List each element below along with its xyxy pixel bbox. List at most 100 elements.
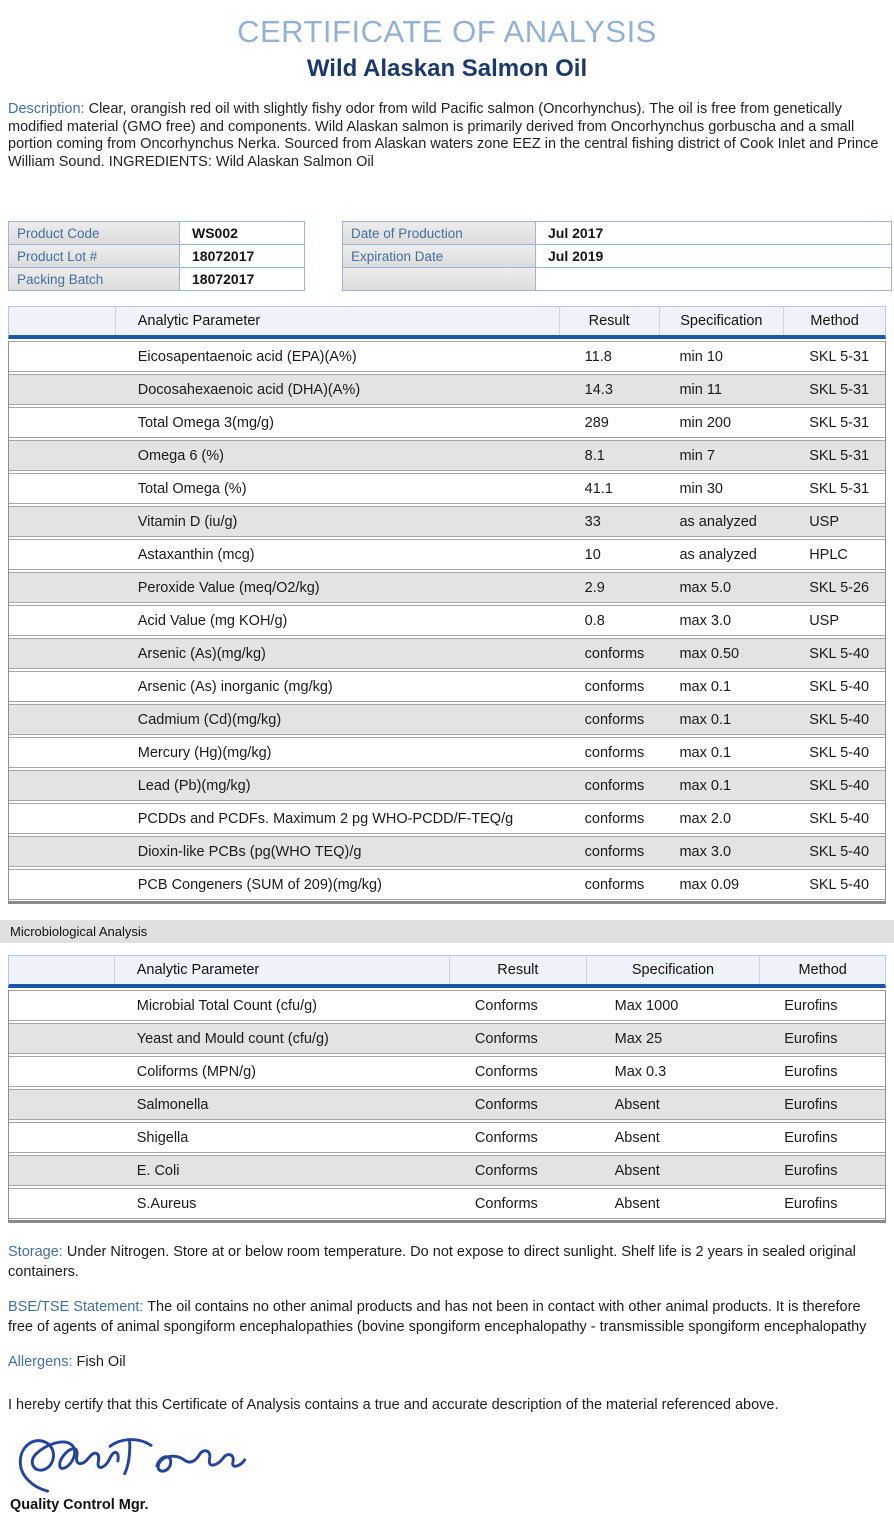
table-cell: SKL 5-40 <box>809 744 870 761</box>
header-result: Result <box>450 956 587 984</box>
table-cell: max 0.1 <box>679 711 732 728</box>
table-cell: SKL 5-31 <box>809 348 870 365</box>
certification-statement: I hereby certify that this Certificate o… <box>8 1396 779 1413</box>
micro-table-body: Microbial Total Count (cfu/g) Conforms Max… <box>8 990 886 1223</box>
table-cell: SKL 5-40 <box>809 678 870 695</box>
table-cell: Max 1000 <box>614 997 679 1014</box>
table-cell: Conforms <box>474 1063 538 1080</box>
table-cell: max 0.50 <box>679 645 740 662</box>
header-method: Method <box>798 962 847 978</box>
product-lot-value: 18072017 <box>180 245 304 267</box>
table-cell: max 0.1 <box>679 777 732 794</box>
table-cell: conforms <box>584 744 645 761</box>
table-cell: USP <box>809 513 840 530</box>
product-info-section: Product Code WS002 Product Lot # 1807201… <box>8 221 894 291</box>
table-cell: conforms <box>584 678 645 695</box>
header-spacer-cell <box>9 956 115 984</box>
table-row: Dioxin-like PCBs (pg(WHO TEQ)/g conforms m… <box>9 836 885 867</box>
product-info-table-right: Date of Production Jul 2017 Expiration D… <box>342 221 892 291</box>
table-cell: min 7 <box>679 447 715 464</box>
description-text: Clear, orangish red oil with slightly fi… <box>8 101 879 170</box>
description-label: Description: <box>8 101 85 117</box>
table-row: Eicosapentaenoic acid (EPA)(A%) 11.8 min 1… <box>9 341 885 372</box>
table-row: Omega 6 (%) 8.1 min 7 SKL 5-31 <box>9 440 885 471</box>
table-cell: Arsenic (As) inorganic (mg/kg) <box>137 678 333 695</box>
table-cell: Acid Value (mg KOH/g) <box>137 612 288 629</box>
table-row: Arsenic (As) inorganic (mg/kg) conforms ma… <box>9 671 885 702</box>
table-cell: Eurofins <box>784 1030 838 1047</box>
table-cell: Max 0.3 <box>614 1063 667 1080</box>
table-cell: Peroxide Value (meq/O2/kg) <box>137 579 320 596</box>
table-cell: USP <box>809 612 840 629</box>
table-row: Docosahexaenoic acid (DHA)(A%) 14.3 min 11… <box>9 374 885 405</box>
product-lot-label: Product Lot # <box>9 245 180 267</box>
table-cell: 41.1 <box>584 480 613 497</box>
page-title: CERTIFICATE OF ANALYSIS <box>237 14 657 49</box>
bse-tse-label: BSE/TSE Statement: <box>8 1299 144 1315</box>
table-cell: Eurofins <box>784 1096 838 1113</box>
table-cell: SKL 5-26 <box>809 579 870 596</box>
table-row: Peroxide Value (meq/O2/kg) 2.9 max 5.0 SKL … <box>9 572 885 603</box>
table-row: Vitamin D (iu/g) 33 as analyzed USP <box>9 506 885 537</box>
table-cell: conforms <box>584 645 645 662</box>
table-cell: 289 <box>584 414 609 431</box>
table-cell: HPLC <box>809 546 848 563</box>
signature-block <box>14 1417 894 1497</box>
storage-text: Under Nitrogen. Store at or below room t… <box>8 1244 856 1280</box>
empty-value-cell <box>536 268 891 290</box>
table-cell: min 30 <box>679 480 723 497</box>
table-cell: Dioxin-like PCBs (pg(WHO TEQ)/g <box>137 843 362 860</box>
header-analytic-parameter: Analytic Parameter <box>116 307 560 335</box>
analysis-table-body: Eicosapentaenoic acid (EPA)(A%) 11.8 min 1… <box>8 341 886 904</box>
table-cell: SKL 5-40 <box>809 711 870 728</box>
table-cell: Arsenic (As)(mg/kg) <box>137 645 266 662</box>
table-cell: Absent <box>614 1096 660 1113</box>
micro-section-label: Microbiological Analysis <box>10 924 148 939</box>
table-row: Lead (Pb)(mg/kg) conforms max 0.1 SKL 5-40 <box>9 770 885 801</box>
table-cell: Conforms <box>474 1096 538 1113</box>
table-cell: as analyzed <box>679 546 757 563</box>
table-cell: PCB Congeners (SUM of 209)(mg/kg) <box>137 876 382 893</box>
product-info-table-left: Product Code WS002 Product Lot # 1807201… <box>8 221 305 291</box>
table-cell: SKL 5-40 <box>809 876 870 893</box>
allergens-label: Allergens: <box>8 1354 73 1370</box>
table-row: S.Aureus Conforms Absent Eurofins <box>9 1188 885 1219</box>
table-row: Yeast and Mould count (cfu/g) Conforms Max… <box>9 1023 885 1054</box>
table-cell: conforms <box>584 810 645 827</box>
table-cell: Absent <box>614 1162 660 1179</box>
table-cell: Total Omega (%) <box>137 480 247 497</box>
table-row: Expiration Date Jul 2019 <box>343 245 891 268</box>
table-cell: max 0.1 <box>679 744 732 761</box>
table-cell: SKL 5-40 <box>809 777 870 794</box>
table-cell: Conforms <box>474 1129 538 1146</box>
table-cell: conforms <box>584 777 645 794</box>
table-row: Product Lot # 18072017 <box>9 245 304 268</box>
table-cell: max 0.1 <box>679 678 732 695</box>
signature-image <box>18 1437 247 1493</box>
header-specification: Specification <box>587 956 761 984</box>
table-cell: Vitamin D (iu/g) <box>137 513 238 530</box>
table-cell: Astaxanthin (mcg) <box>137 546 255 563</box>
table-cell: Eurofins <box>784 1162 838 1179</box>
table-cell: Coliforms (MPN/g) <box>136 1063 256 1080</box>
table-cell: min 200 <box>679 414 732 431</box>
table-cell: E. Coli <box>136 1162 180 1179</box>
table-cell: Cadmium (Cd)(mg/kg) <box>137 711 282 728</box>
table-row: Mercury (Hg)(mg/kg) conforms max 0.1 SKL 5-… <box>9 737 885 768</box>
table-row: PCB Congeners (SUM of 209)(mg/kg) conform… <box>9 869 885 900</box>
table-cell: 33 <box>584 513 601 530</box>
table-cell: min 10 <box>679 348 723 365</box>
table-cell: max 5.0 <box>679 579 732 596</box>
table-cell: conforms <box>584 711 645 728</box>
table-row: Packing Batch 18072017 <box>9 268 304 290</box>
table-row: Cadmium (Cd)(mg/kg) conforms max 0.1 SKL 5-… <box>9 704 885 735</box>
table-cell: Conforms <box>474 1195 538 1212</box>
production-date-value: Jul 2017 <box>536 222 891 244</box>
table-cell: SKL 5-31 <box>809 381 870 398</box>
table-cell: Absent <box>614 1129 660 1146</box>
table-cell: Yeast and Mould count (cfu/g) <box>136 1030 329 1047</box>
table-cell: Eurofins <box>784 1195 838 1212</box>
product-code-value: WS002 <box>180 222 304 244</box>
expiration-date-label: Expiration Date <box>343 245 536 267</box>
table-row: Shigella Conforms Absent Eurofins <box>9 1122 885 1153</box>
